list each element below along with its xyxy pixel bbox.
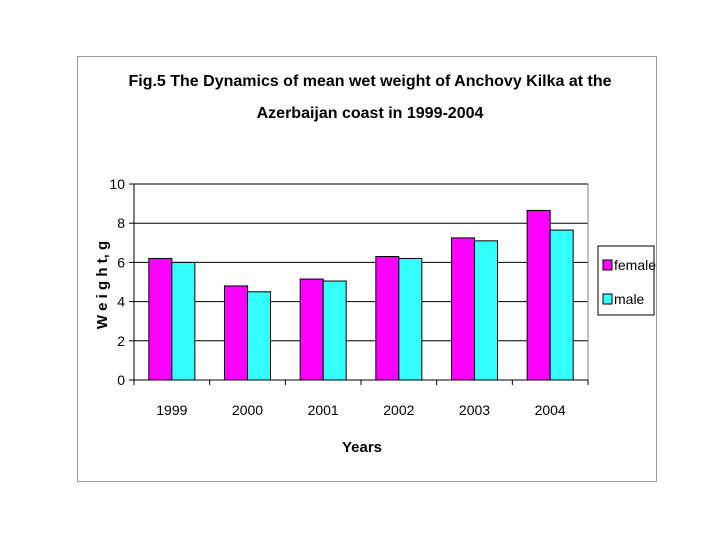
legend-swatch-male [602, 293, 613, 305]
x-tick-label: 2002 [383, 402, 414, 418]
x-tick-label: 2001 [308, 402, 339, 418]
bar-female-2000 [224, 285, 248, 381]
bar-female-2004 [526, 209, 551, 381]
bar-male-2003 [474, 240, 498, 381]
bar-male-1999 [171, 261, 196, 381]
bar-male-2001 [322, 280, 347, 381]
gridlines [134, 183, 588, 342]
y-tick-label: 8 [117, 215, 125, 231]
y-tick-label: 6 [117, 254, 125, 270]
bar-female-2003 [451, 237, 475, 381]
legend-swatch-female [602, 259, 613, 271]
y-tick-label: 10 [109, 176, 125, 192]
chart-title-line-1: Fig.5 The Dynamics of mean wet weight of… [128, 73, 611, 90]
x-tick-label: 2004 [535, 402, 566, 418]
bar-female-2001 [299, 278, 324, 381]
legend-label-female: female [614, 257, 656, 273]
bar-male-2004 [549, 229, 574, 381]
x-tick-label: 2003 [459, 402, 490, 418]
legend-label-male: male [614, 291, 645, 307]
bar-male-2000 [247, 291, 271, 381]
bars [148, 209, 574, 381]
y-tick-label: 4 [117, 294, 125, 310]
bar-female-2002 [375, 256, 400, 381]
x-tick-label: 1999 [156, 402, 187, 418]
x-tick-labels: 1999 2000 2001 2002 2003 2004 [156, 402, 566, 418]
bar-female-1999 [148, 257, 173, 381]
y-tick-labels: 0 2 4 6 8 10 [109, 176, 125, 388]
y-tick-label: 0 [117, 372, 125, 388]
x-tick-label: 2000 [232, 402, 263, 418]
axes [129, 183, 589, 385]
chart-title-line-2: Azerbaijan coast in 1999-2004 [257, 105, 484, 122]
y-tick-label: 2 [117, 333, 125, 349]
y-axis-title: W e i g h t, g [94, 241, 111, 329]
x-axis-title: Years [342, 439, 382, 456]
legend: female male [597, 245, 656, 316]
bar-male-2002 [398, 257, 423, 381]
